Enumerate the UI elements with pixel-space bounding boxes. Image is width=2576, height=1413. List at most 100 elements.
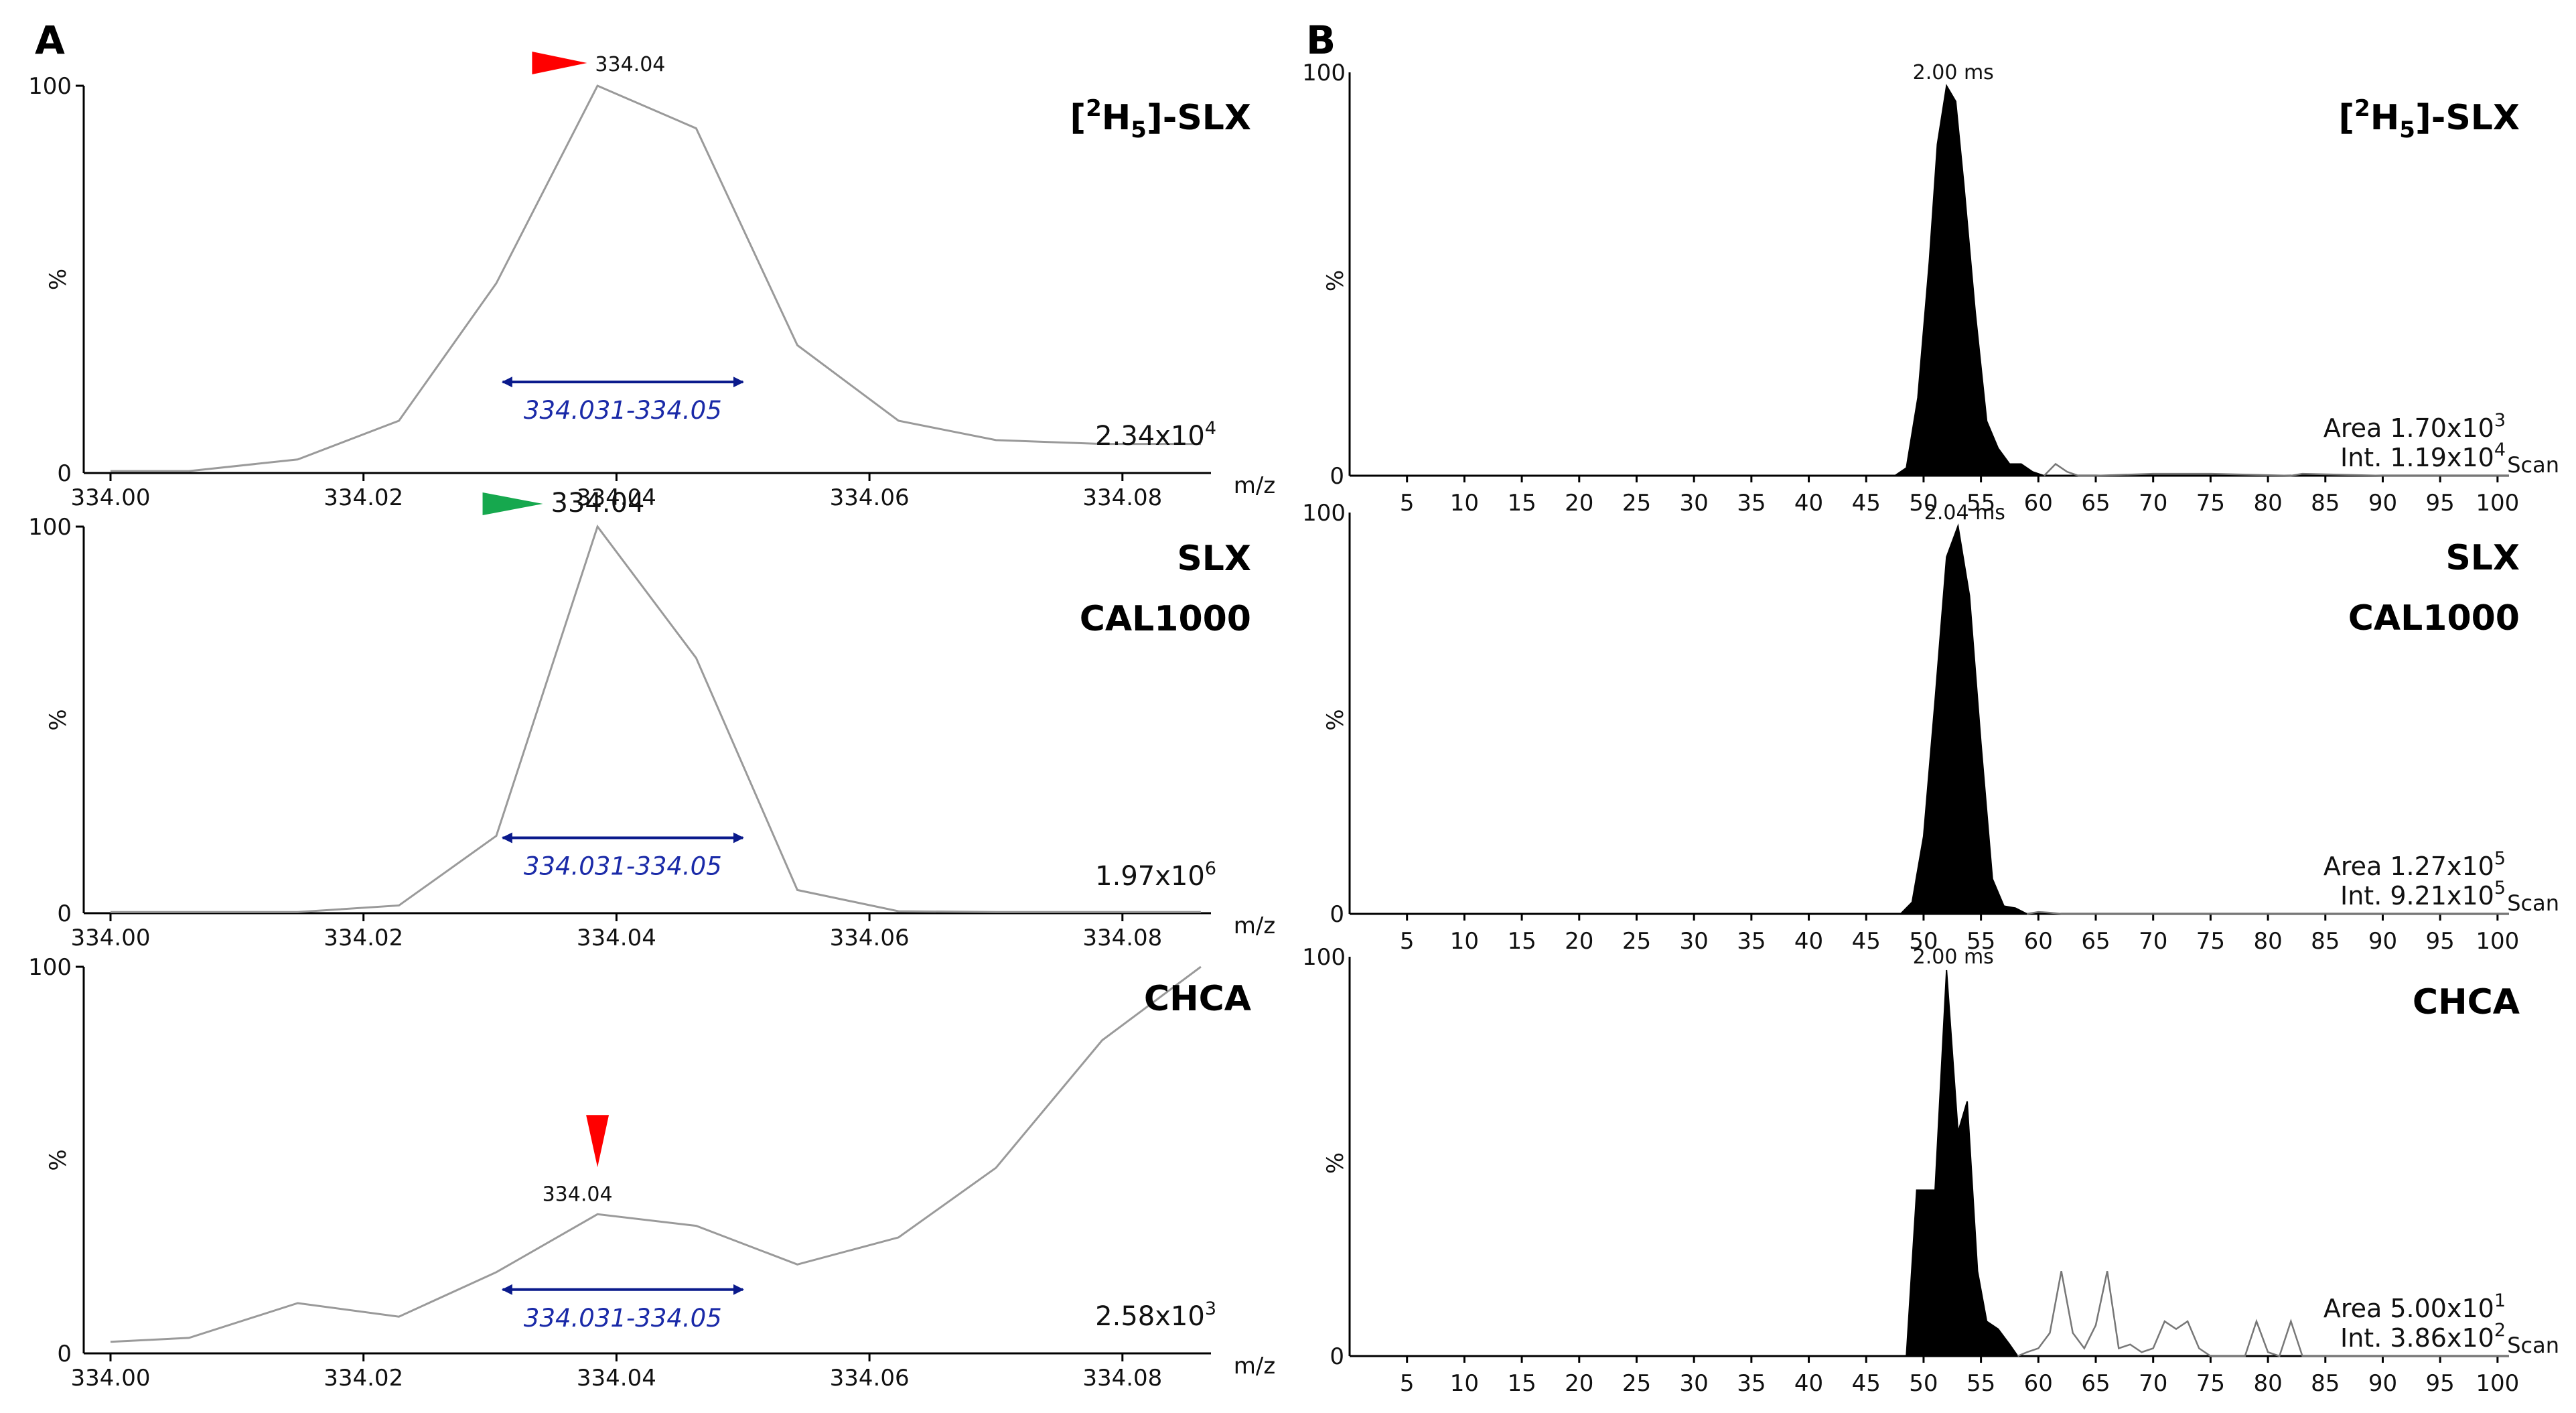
x-tick-label: 334.00 <box>71 925 151 951</box>
x-tick-label: 334.08 <box>1082 484 1162 511</box>
y-axis-label: % <box>45 269 72 290</box>
area-value: Area 5.00x101 <box>2323 1290 2506 1323</box>
y-tick-label: 0 <box>1330 463 1344 490</box>
x-tick-label: 90 <box>2368 928 2397 955</box>
spectrum-chart-1: 100 0% 334.00 334.02 334.04 334.06 334.08 m/z [2… <box>28 52 1275 511</box>
integrated-peak-area <box>1361 523 2509 915</box>
x-tick-label: 20 <box>1565 928 1593 955</box>
x-tick-label: 20 <box>1565 490 1593 517</box>
x-axis-label: Scan <box>2507 890 2559 916</box>
chromatogram-chart-2: 100 0% 5 10 15 20 25 30 35 40 45 50 55 60 65 70 75 80 85 90… <box>1302 500 2559 955</box>
x-tick-label: 40 <box>1794 1370 1823 1397</box>
spectrum-line <box>110 965 1202 1343</box>
x-tick-label: 5 <box>1400 490 1415 517</box>
y-axis-label: % <box>1322 1152 1349 1174</box>
y-tick-label: 0 <box>57 900 72 927</box>
x-tick-label: 25 <box>1622 928 1651 955</box>
x-axis-label: m/z <box>1234 913 1275 939</box>
chart-title: [2H5]-SLX <box>1070 95 1251 143</box>
x-tick-label: 60 <box>2024 1370 2053 1397</box>
x-tick-label: 334.00 <box>71 484 151 511</box>
x-tick-label: 95 <box>2426 928 2455 955</box>
noise-trace <box>2043 462 2509 477</box>
y-axis-label: % <box>1322 270 1349 291</box>
x-tick-label: 5 <box>1400 1370 1415 1397</box>
x-tick-label: 5 <box>1400 928 1415 955</box>
x-tick-label: 10 <box>1450 1370 1479 1397</box>
x-tick-label: 80 <box>2253 1370 2282 1397</box>
x-tick-label: 45 <box>1852 928 1881 955</box>
spectrum-chart-3: 100 0% 334.00 334.02 334.04 334.06 334.08 m/z CH… <box>28 954 1275 1392</box>
peak-marker-icon <box>482 492 543 515</box>
peak-label: 334.04 <box>543 1183 613 1206</box>
x-tick-label: 75 <box>2196 1370 2225 1397</box>
peak-label: 334.04 <box>551 488 645 519</box>
x-tick-label: 95 <box>2426 490 2455 517</box>
x-tick-label: 60 <box>2024 928 2053 955</box>
x-tick-label: 20 <box>1565 1370 1593 1397</box>
y-tick-label: 100 <box>1302 60 1346 86</box>
x-tick-label: 30 <box>1680 1370 1709 1397</box>
x-tick-label: 25 <box>1622 1370 1651 1397</box>
spectrum-line <box>111 84 1201 472</box>
retention-label: 2.04 ms <box>1924 501 2005 525</box>
x-tick-label: 35 <box>1737 928 1766 955</box>
y-tick-label: 100 <box>1302 500 1346 527</box>
noise-trace <box>2017 1271 2509 1357</box>
x-tick-label: 334.06 <box>830 925 910 951</box>
intensity-value: Int. 3.86x102 <box>2340 1320 2506 1353</box>
normalization-value: 2.34x104 <box>1095 418 1216 452</box>
spectrum-chart-2: 100 0% 334.00 334.02 334.04 334.06 334.08 m/z SL… <box>28 488 1275 951</box>
x-tick-label: 85 <box>2311 1370 2340 1397</box>
x-tick-label: 334.04 <box>577 1365 656 1392</box>
y-axis-label: % <box>1322 709 1349 730</box>
x-tick-label: 334.04 <box>577 925 656 951</box>
x-tick-label: 95 <box>2426 1370 2455 1397</box>
y-tick-label: 100 <box>28 514 72 541</box>
x-tick-label: 70 <box>2139 490 2167 517</box>
x-tick-label: 55 <box>1966 1370 1995 1397</box>
x-tick-label: 90 <box>2368 1370 2397 1397</box>
x-tick-label: 334.02 <box>324 925 403 951</box>
y-axis-label: % <box>45 709 72 730</box>
panel-b-label: B <box>1306 17 1336 63</box>
y-tick-label: 100 <box>28 73 72 100</box>
spectrum-line <box>111 524 1201 913</box>
x-tick-label: 65 <box>2081 490 2110 517</box>
chromatogram-chart-1: 100 0% 5 10 15 20 25 30 35 40 45 50 55 60 65 70 75 80 85 90… <box>1302 60 2559 517</box>
x-tick-label: 100 <box>2476 928 2519 955</box>
x-tick-label: 40 <box>1794 490 1823 517</box>
window-label: 334.031-334.05 <box>524 852 722 880</box>
y-tick-label: 0 <box>1330 1343 1344 1370</box>
x-tick-label: 55 <box>1966 490 1995 517</box>
retention-label: 2.00 ms <box>1913 945 1994 969</box>
x-tick-label: 15 <box>1507 1370 1536 1397</box>
x-tick-label: 334.06 <box>830 1365 910 1392</box>
window-label: 334.031-334.05 <box>524 396 722 425</box>
x-tick-label: 80 <box>2253 928 2282 955</box>
x-axis-label: m/z <box>1234 472 1275 499</box>
x-tick-label: 334.06 <box>830 484 910 511</box>
x-tick-label: 85 <box>2311 928 2340 955</box>
area-value: Area 1.27x105 <box>2323 848 2506 881</box>
peak-marker-icon <box>586 1115 610 1168</box>
x-tick-label: 100 <box>2476 1370 2519 1397</box>
x-tick-label: 334.02 <box>324 1365 403 1392</box>
integrated-peak-area <box>1361 969 2509 1357</box>
y-tick-label: 0 <box>57 1341 72 1367</box>
retention-label: 2.00 ms <box>1913 61 1994 84</box>
x-tick-label: 50 <box>1909 1370 1938 1397</box>
normalization-value: 1.97x106 <box>1095 858 1216 892</box>
area-value: Area 1.70x103 <box>2323 410 2506 443</box>
x-tick-label: 75 <box>2196 928 2225 955</box>
x-tick-label: 40 <box>1794 928 1823 955</box>
x-tick-label: 50 <box>1909 928 1938 955</box>
x-tick-label: 25 <box>1622 490 1651 517</box>
y-axis-label: % <box>45 1149 72 1170</box>
x-tick-label: 85 <box>2311 490 2340 517</box>
x-tick-label: 15 <box>1507 490 1536 517</box>
x-tick-label: 10 <box>1450 928 1479 955</box>
x-axis-label: Scan <box>2507 452 2559 478</box>
x-axis-label: Scan <box>2507 1333 2559 1358</box>
